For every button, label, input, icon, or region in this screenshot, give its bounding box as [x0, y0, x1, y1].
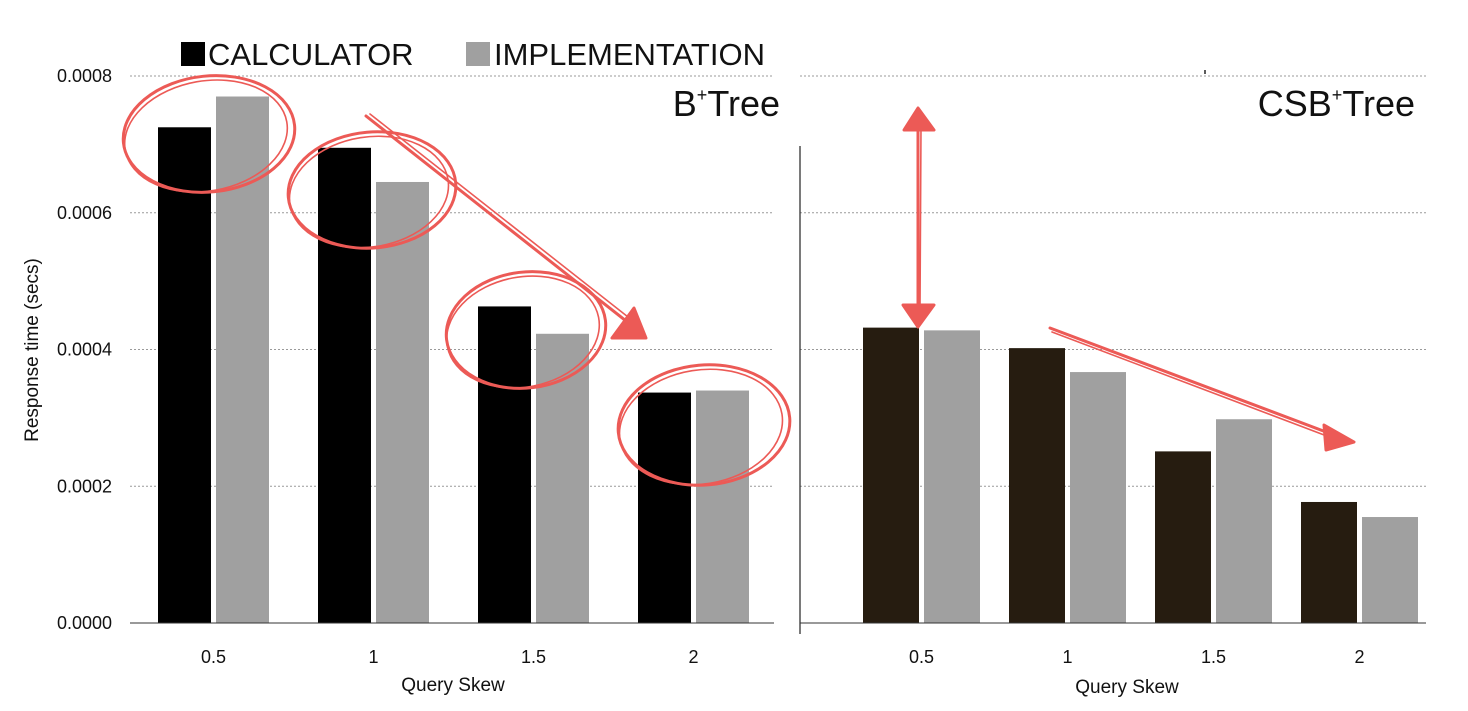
left-x-tick-label: 0.5 — [201, 647, 226, 667]
left-x-axis-title: Query Skew — [401, 675, 505, 696]
right-bar-implementation-1 — [1070, 372, 1126, 623]
left-title-main: B — [673, 83, 697, 124]
annotation-circle-3b — [445, 275, 601, 389]
left-x-tick-label: 1 — [368, 647, 378, 667]
right-bar-calculator-1 — [1009, 348, 1065, 623]
right-x-tick-label: 0.5 — [909, 647, 934, 667]
annotation-arrow-left — [364, 114, 642, 334]
right-title-sup: + — [1332, 85, 1343, 105]
left-panel-title: B+Tree — [673, 83, 780, 124]
left-y-tick-label: 0.0000 — [57, 613, 112, 633]
annotation-arrow-right — [1048, 326, 1344, 440]
right-title-tree: Tree — [1342, 83, 1415, 124]
left-y-tick-label: 0.0004 — [57, 340, 112, 360]
left-y-tick-label: 0.0002 — [57, 476, 112, 496]
right-x-tick-label: 1 — [1062, 647, 1072, 667]
left-x-tick-label: 2 — [688, 647, 698, 667]
right-x-tick-label: 1.5 — [1201, 647, 1226, 667]
left-x-ticks: 0.5 1 1.5 2 — [201, 647, 699, 667]
left-bar-calculator-1.5 — [478, 306, 531, 623]
right-bar-calculator-0.5 — [863, 327, 919, 623]
left-bar-calculator-1 — [318, 147, 371, 623]
right-bar-implementation-1.5 — [1216, 419, 1272, 623]
left-y-tick-label: 0.0006 — [57, 203, 112, 223]
annotation-arrowhead-left — [610, 306, 648, 340]
left-y-axis-title: Response time (secs) — [22, 258, 43, 442]
left-title-sup: + — [697, 85, 708, 105]
annotation-circle-4b — [618, 368, 784, 486]
annotation-circle-1 — [121, 74, 297, 194]
left-y-tick-label: 0.0008 — [57, 66, 112, 86]
right-bars — [863, 327, 1418, 623]
right-x-axis-title: Query Skew — [1075, 677, 1179, 698]
right-x-ticks: 0.5 1 1.5 2 — [909, 647, 1365, 667]
left-x-tick-label: 1.5 — [521, 647, 546, 667]
annotation-circle-4 — [616, 363, 792, 487]
annotation-arrow-left-shadow — [369, 113, 643, 329]
legend-swatch-implementation — [466, 42, 490, 66]
left-bars — [158, 96, 749, 623]
left-y-ticks: 0.0000 0.0002 0.0004 0.0006 0.0008 — [57, 66, 112, 633]
right-panel-title: CSB+Tree — [1258, 83, 1415, 124]
left-bar-calculator-2 — [638, 392, 691, 623]
annotation-circle-2 — [286, 130, 458, 250]
annotation-double-arrow-line-b — [919, 126, 922, 311]
legend: CALCULATOR IMPLEMENTATION — [181, 37, 765, 72]
left-bar-implementation-1.5 — [536, 333, 589, 623]
annotation-circle-1b — [123, 79, 289, 193]
annotation-arrow-right-b — [1051, 331, 1341, 442]
right-bar-implementation-2 — [1362, 517, 1418, 623]
right-x-tick-label: 2 — [1354, 647, 1364, 667]
right-bar-calculator-2 — [1301, 501, 1357, 623]
annotation-double-arrow-head-bottom — [901, 303, 936, 329]
left-title-tree: Tree — [707, 83, 780, 124]
right-title-main: CSB — [1258, 83, 1332, 124]
right-bar-implementation-0.5 — [924, 330, 980, 623]
left-bar-implementation-1 — [376, 181, 429, 623]
legend-swatch-calculator — [181, 42, 205, 66]
annotation-arrowhead-right — [1322, 423, 1356, 452]
right-bar-calculator-1.5 — [1155, 451, 1211, 623]
legend-label-calculator: CALCULATOR — [208, 37, 414, 72]
annotation-double-arrow-head-top — [902, 106, 936, 132]
left-bar-implementation-2 — [696, 390, 749, 623]
legend-label-implementation: IMPLEMENTATION — [494, 37, 765, 72]
left-bar-calculator-0.5 — [158, 127, 211, 623]
right-annotations — [901, 106, 1356, 452]
left-bar-implementation-0.5 — [216, 96, 269, 623]
left-annotations — [121, 74, 792, 487]
